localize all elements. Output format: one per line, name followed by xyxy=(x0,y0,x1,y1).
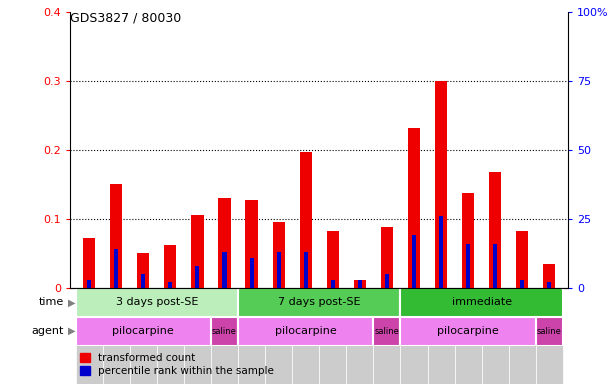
Bar xyxy=(277,252,280,288)
Text: GDS3827 / 80030: GDS3827 / 80030 xyxy=(70,12,181,25)
Bar xyxy=(466,244,470,288)
Bar xyxy=(493,244,497,288)
Text: saline: saline xyxy=(537,327,562,336)
Bar xyxy=(412,235,416,288)
Text: ▶: ▶ xyxy=(68,297,76,308)
Text: saline: saline xyxy=(375,327,400,336)
Text: agent: agent xyxy=(32,326,64,336)
Bar xyxy=(238,317,373,346)
Bar xyxy=(137,253,150,288)
Text: time: time xyxy=(39,297,64,308)
Bar xyxy=(87,280,91,288)
Text: pilocarpine: pilocarpine xyxy=(112,326,174,336)
Bar xyxy=(265,288,292,384)
Bar xyxy=(489,172,501,288)
Bar xyxy=(327,231,339,288)
Bar xyxy=(222,252,227,288)
Bar xyxy=(373,288,400,384)
Bar xyxy=(103,288,130,384)
Bar xyxy=(304,252,308,288)
Bar xyxy=(141,274,145,288)
Bar xyxy=(358,280,362,288)
Bar xyxy=(408,127,420,288)
Bar xyxy=(76,288,238,317)
Bar xyxy=(219,198,230,288)
Bar xyxy=(428,288,455,384)
Bar xyxy=(547,283,551,288)
Bar xyxy=(400,288,563,317)
Bar xyxy=(238,288,400,317)
Bar xyxy=(481,288,509,384)
Bar xyxy=(246,200,258,288)
Bar xyxy=(400,317,536,346)
Legend: transformed count, percentile rank within the sample: transformed count, percentile rank withi… xyxy=(76,349,279,381)
Text: 3 days post-SE: 3 days post-SE xyxy=(115,297,198,308)
Bar xyxy=(191,215,203,288)
Bar xyxy=(439,216,443,288)
Bar xyxy=(373,317,400,346)
Bar xyxy=(211,317,238,346)
Text: immediate: immediate xyxy=(452,297,511,308)
Text: pilocarpine: pilocarpine xyxy=(437,326,499,336)
Text: pilocarpine: pilocarpine xyxy=(275,326,337,336)
Bar xyxy=(169,283,172,288)
Bar xyxy=(76,288,103,384)
Bar xyxy=(435,81,447,288)
Bar xyxy=(273,222,285,288)
Bar xyxy=(385,274,389,288)
Bar xyxy=(354,280,366,288)
Bar xyxy=(249,258,254,288)
Bar xyxy=(536,288,563,384)
Bar xyxy=(331,280,335,288)
Bar xyxy=(292,288,320,384)
Bar xyxy=(83,238,95,288)
Bar xyxy=(184,288,211,384)
Bar xyxy=(400,288,428,384)
Bar xyxy=(76,317,211,346)
Text: ▶: ▶ xyxy=(68,326,76,336)
Bar xyxy=(238,288,265,384)
Bar xyxy=(164,245,177,288)
Bar xyxy=(211,288,238,384)
Bar xyxy=(462,193,474,288)
Bar xyxy=(509,288,536,384)
Bar xyxy=(320,288,346,384)
Bar xyxy=(299,152,312,288)
Bar xyxy=(536,317,563,346)
Text: 7 days post-SE: 7 days post-SE xyxy=(278,297,360,308)
Bar xyxy=(520,280,524,288)
Bar xyxy=(114,249,119,288)
Bar xyxy=(157,288,184,384)
Bar xyxy=(381,227,393,288)
Text: saline: saline xyxy=(212,327,237,336)
Bar xyxy=(130,288,157,384)
Bar xyxy=(455,288,481,384)
Bar xyxy=(110,184,122,288)
Bar xyxy=(516,231,529,288)
Bar xyxy=(346,288,373,384)
Bar xyxy=(196,266,200,288)
Bar xyxy=(543,264,555,288)
